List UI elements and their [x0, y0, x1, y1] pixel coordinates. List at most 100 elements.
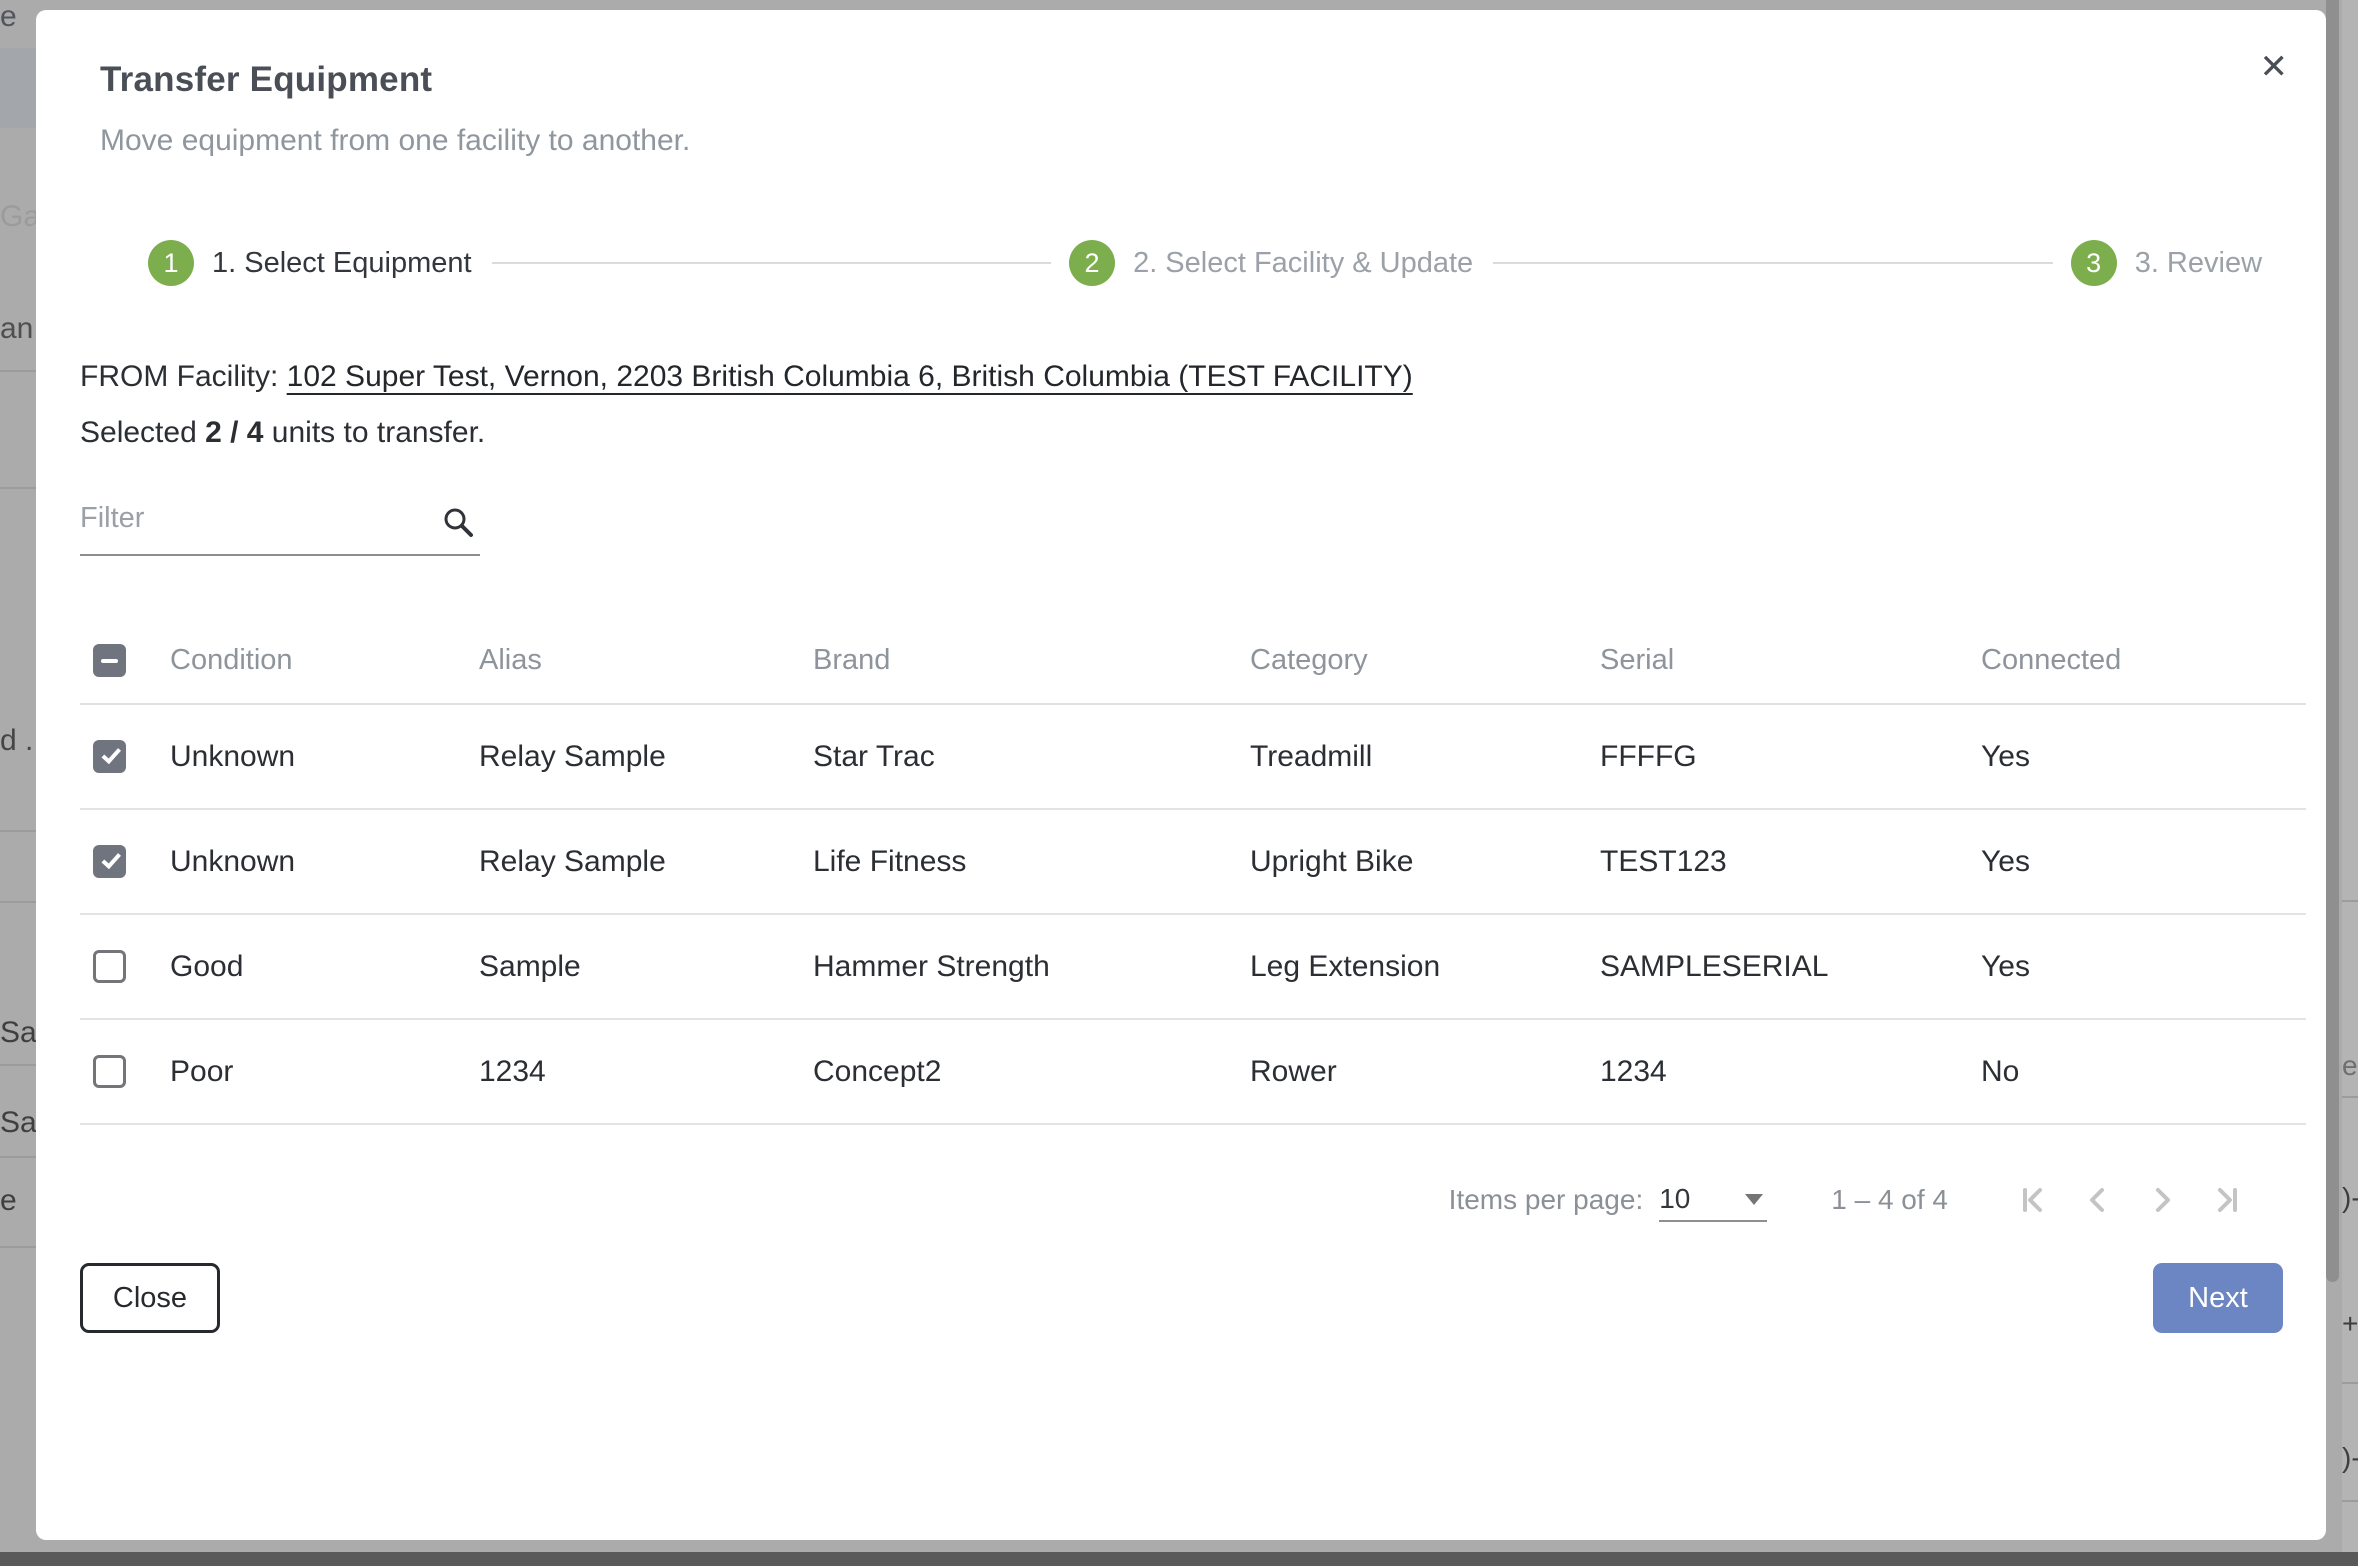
- indeterminate-icon: [101, 658, 118, 663]
- backdrop-text-fragment: Sa: [0, 1016, 36, 1049]
- table-row[interactable]: Poor 1234 Concept2 Rower 1234 No: [80, 1020, 2306, 1125]
- filter-field: [80, 488, 480, 556]
- backdrop-divider: [2342, 1382, 2358, 1384]
- cell-connected: Yes: [1981, 844, 2030, 878]
- backdrop-divider: [0, 370, 36, 372]
- wizard-stepper: 1 1. Select Equipment 2 2. Select Facili…: [148, 238, 2266, 288]
- backdrop-text-fragment: +-: [2342, 1308, 2358, 1339]
- backdrop-text-fragment: )-: [2342, 1442, 2358, 1473]
- cell-condition: Unknown: [170, 844, 296, 878]
- items-per-page-select[interactable]: 10: [1659, 1178, 1768, 1222]
- equipment-table: Condition Alias Brand Category Serial Co…: [80, 618, 2306, 1125]
- step-1-label[interactable]: 1. Select Equipment: [212, 246, 472, 279]
- table-row[interactable]: Unknown Relay Sample Life Fitness Uprigh…: [80, 810, 2306, 915]
- chevron-right-icon: [2156, 1188, 2170, 1212]
- backdrop-divider: [2342, 1500, 2358, 1502]
- paginator-nav: [2002, 1178, 2258, 1222]
- last-page-button[interactable]: [2194, 1178, 2258, 1222]
- dialog-subtitle: Move equipment from one facility to anot…: [100, 124, 691, 157]
- table-paginator: Items per page: 10 1 – 4 of 4: [1449, 1172, 2258, 1228]
- cell-brand: Concept2: [813, 1054, 942, 1088]
- selected-prefix: Selected: [80, 416, 206, 449]
- cell-alias: 1234: [479, 1054, 546, 1088]
- backdrop-divider: [2342, 900, 2358, 902]
- chevron-left-icon: [2090, 1188, 2104, 1212]
- backdrop-divider: [2342, 1096, 2358, 1098]
- cell-serial: SAMPLESERIAL: [1600, 949, 1829, 983]
- step-1-circle[interactable]: 1: [148, 240, 194, 286]
- previous-page-button[interactable]: [2066, 1178, 2130, 1222]
- cell-connected: Yes: [1981, 739, 2030, 773]
- next-page-button[interactable]: [2130, 1178, 2194, 1222]
- first-page-button[interactable]: [2002, 1178, 2066, 1222]
- cell-alias: Relay Sample: [479, 844, 666, 878]
- cell-category: Upright Bike: [1250, 844, 1414, 878]
- backdrop-right-strip: er )- +- )-: [2342, 0, 2358, 1552]
- close-button[interactable]: Close: [80, 1263, 220, 1333]
- next-button[interactable]: Next: [2153, 1263, 2283, 1333]
- row-checkbox[interactable]: [93, 1055, 126, 1088]
- stepper-connector: [1493, 262, 2053, 264]
- cell-alias: Relay Sample: [479, 739, 666, 773]
- cell-serial: TEST123: [1600, 844, 1727, 878]
- table-row[interactable]: Good Sample Hammer Strength Leg Extensio…: [80, 915, 2306, 1020]
- backdrop-divider: [0, 830, 36, 832]
- step-3-label[interactable]: 3. Review: [2134, 246, 2263, 279]
- backdrop-text-fragment: an: [0, 312, 34, 345]
- cell-serial: 1234: [1600, 1054, 1667, 1088]
- close-icon[interactable]: ✕: [2259, 48, 2289, 86]
- select-all-checkbox[interactable]: [93, 644, 126, 677]
- backdrop-text-fragment: Ga: [0, 200, 36, 233]
- column-header-alias: Alias: [479, 644, 542, 676]
- cell-condition: Unknown: [170, 739, 296, 773]
- cell-brand: Star Trac: [813, 739, 935, 773]
- cell-brand: Life Fitness: [813, 844, 967, 878]
- cell-category: Treadmill: [1250, 739, 1373, 773]
- first-page-icon: [2023, 1188, 2042, 1212]
- selected-count: 2 / 4: [205, 416, 264, 449]
- stepper-connector: [491, 262, 1052, 264]
- step-2-label[interactable]: 2. Select Facility & Update: [1133, 246, 1474, 279]
- from-facility-prefix: FROM Facility:: [80, 360, 287, 393]
- transfer-equipment-dialog: Transfer Equipment Move equipment from o…: [36, 10, 2326, 1540]
- backdrop-divider: [0, 1246, 36, 1248]
- last-page-icon: [2218, 1188, 2237, 1212]
- from-facility-line: FROM Facility: 102 Super Test, Vernon, 2…: [80, 360, 1413, 394]
- page-scrollbar-thumb[interactable]: [2326, 0, 2339, 1282]
- column-header-connected: Connected: [1981, 644, 2122, 676]
- chevron-down-icon: [1745, 1194, 1764, 1205]
- step-3-circle[interactable]: 3: [2070, 240, 2117, 286]
- filter-input[interactable]: [80, 488, 432, 548]
- backdrop-text-fragment: Sa: [0, 1106, 36, 1139]
- step-2-circle[interactable]: 2: [1069, 240, 1116, 286]
- backdrop-divider: [0, 1064, 36, 1066]
- items-per-page-value: 10: [1659, 1183, 1691, 1214]
- column-header-brand: Brand: [813, 644, 891, 676]
- column-header-condition: Condition: [170, 644, 293, 676]
- cell-condition: Good: [170, 949, 244, 983]
- row-checkbox[interactable]: [93, 950, 126, 983]
- items-per-page-label: Items per page:: [1448, 1184, 1644, 1215]
- column-header-serial: Serial: [1600, 644, 1675, 676]
- horizontal-scrollbar-track[interactable]: [0, 1552, 2358, 1566]
- column-header-category: Category: [1250, 644, 1368, 676]
- table-row[interactable]: Unknown Relay Sample Star Trac Treadmill…: [80, 705, 2306, 810]
- selected-suffix: units to transfer.: [263, 416, 486, 449]
- search-icon: [444, 508, 473, 537]
- cell-condition: Poor: [170, 1054, 234, 1088]
- row-checkbox[interactable]: [93, 740, 126, 773]
- backdrop-divider: [0, 1156, 36, 1158]
- row-checkbox[interactable]: [93, 845, 126, 878]
- table-header-row: Condition Alias Brand Category Serial Co…: [80, 618, 2306, 705]
- dialog-title: Transfer Equipment: [100, 60, 433, 99]
- cell-category: Rower: [1250, 1054, 1337, 1088]
- cell-connected: Yes: [1981, 949, 2030, 983]
- from-facility-link[interactable]: 102 Super Test, Vernon, 2203 British Col…: [286, 360, 1413, 393]
- backdrop-text-fragment: e: [0, 1184, 17, 1217]
- page-range-label: 1 – 4 of 4: [1831, 1184, 1948, 1215]
- backdrop-divider: [0, 487, 36, 489]
- cell-connected: No: [1981, 1054, 2020, 1088]
- cell-brand: Hammer Strength: [813, 949, 1050, 983]
- backdrop-text-fragment: d .: [0, 724, 34, 757]
